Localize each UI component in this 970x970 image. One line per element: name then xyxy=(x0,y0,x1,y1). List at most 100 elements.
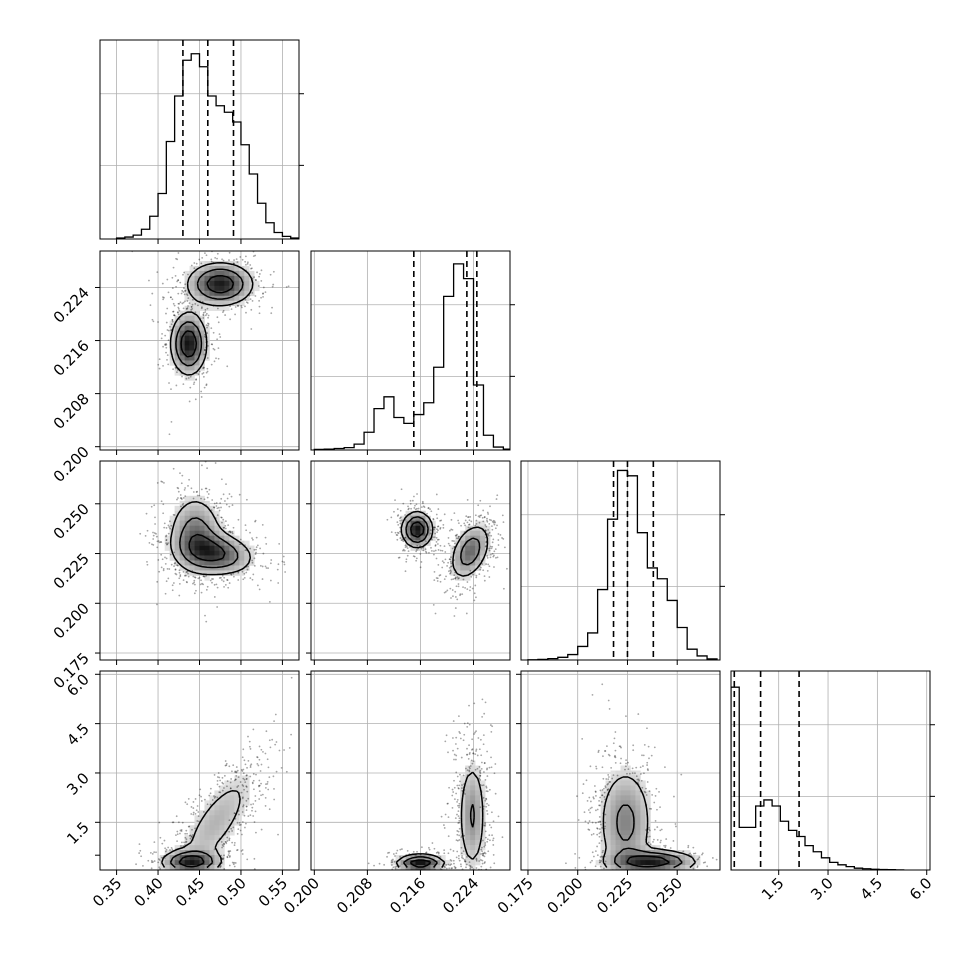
scatter-point xyxy=(431,842,434,844)
density-cell xyxy=(214,835,220,841)
density-cell xyxy=(209,515,215,521)
density-cell xyxy=(194,340,200,346)
scatter-point xyxy=(433,550,435,553)
density-cell xyxy=(234,565,240,571)
scatter-point xyxy=(486,533,489,536)
scatter-point xyxy=(191,871,193,873)
scatter-point xyxy=(262,286,265,289)
scatter-point xyxy=(165,342,167,345)
scatter-point xyxy=(253,857,256,860)
density-cell xyxy=(620,845,626,851)
density-cell xyxy=(199,330,205,336)
scatter-point xyxy=(162,876,164,878)
scatter-point xyxy=(458,784,461,787)
scatter-point xyxy=(487,528,490,531)
scatter-point xyxy=(488,878,490,880)
density-cell xyxy=(460,575,466,581)
density-cell xyxy=(635,845,641,851)
density-cell xyxy=(690,860,696,866)
density-cell xyxy=(234,260,240,267)
density-cell xyxy=(194,335,200,341)
density-cell xyxy=(194,510,200,517)
scatter-point xyxy=(177,306,180,309)
scatter-point xyxy=(161,481,164,483)
density-cell xyxy=(199,520,205,526)
scatter-point xyxy=(246,766,248,769)
scatter-point xyxy=(472,752,475,755)
scatter-point xyxy=(158,358,161,361)
scatter-point xyxy=(450,859,453,862)
scatter-point xyxy=(175,384,178,387)
scatter-point xyxy=(287,285,290,288)
density-cell xyxy=(204,815,210,821)
scatter-point xyxy=(591,821,594,824)
density-cell xyxy=(475,790,481,796)
density-cell xyxy=(470,800,476,806)
scatter-point xyxy=(247,797,250,800)
scatter-point xyxy=(165,542,168,545)
y-tick-label-p2: 0.225 xyxy=(50,550,93,593)
scatter-point xyxy=(250,267,252,270)
scatter-point xyxy=(277,582,280,584)
scatter-point xyxy=(215,583,218,586)
scatter-point xyxy=(394,499,396,502)
scatter-point xyxy=(183,881,185,883)
y-tick-label-p2: 0.250 xyxy=(50,500,93,543)
scatter-point xyxy=(176,280,179,283)
scatter-point xyxy=(159,867,161,870)
density-cell xyxy=(184,530,190,536)
scatter-point xyxy=(148,541,151,544)
density-cell xyxy=(184,335,190,341)
scatter-point xyxy=(171,872,173,874)
scatter-point xyxy=(606,789,609,791)
scatter-point xyxy=(447,542,450,545)
scatter-point xyxy=(168,325,171,328)
scatter-point xyxy=(463,858,466,861)
scatter-point xyxy=(488,766,491,769)
density-cell xyxy=(199,840,205,846)
scatter-point xyxy=(444,813,447,816)
scatter-point xyxy=(643,790,646,793)
scatter-point xyxy=(274,743,277,746)
scatter-point xyxy=(386,855,388,858)
scatter-point xyxy=(267,567,270,570)
scatter-point xyxy=(221,858,224,860)
density-cell xyxy=(194,545,200,551)
scatter-point xyxy=(167,874,169,876)
scatter-point xyxy=(596,845,599,848)
scatter-point xyxy=(237,784,240,787)
density-cell xyxy=(189,540,195,546)
scatter-point xyxy=(446,565,448,567)
scatter-point xyxy=(245,786,248,788)
density-cell xyxy=(199,305,205,311)
scatter-point xyxy=(283,749,285,751)
scatter-point xyxy=(614,731,617,733)
scatter-point xyxy=(281,560,284,563)
scatter-point xyxy=(451,529,454,531)
scatter-point xyxy=(482,796,485,799)
scatter-point xyxy=(169,874,171,876)
scatter-point xyxy=(604,825,606,828)
scatter-point xyxy=(188,825,191,828)
scatter-point xyxy=(466,753,469,756)
scatter-point xyxy=(413,495,415,498)
scatter-point xyxy=(489,724,492,726)
scatter-point xyxy=(483,762,486,765)
density-cell xyxy=(204,850,210,856)
density-cell xyxy=(184,310,190,316)
density-cell xyxy=(610,835,616,841)
scatter-point xyxy=(497,544,500,546)
density-cell xyxy=(630,820,636,826)
density-cell xyxy=(204,285,210,292)
density-cell xyxy=(219,570,225,576)
scatter-point xyxy=(488,788,491,791)
scatter-point xyxy=(173,314,176,317)
scatter-point xyxy=(601,683,604,686)
scatter-point xyxy=(178,577,181,580)
scatter-point xyxy=(227,854,230,856)
density-cell xyxy=(615,805,621,811)
scatter-point xyxy=(170,296,172,299)
scatter-point xyxy=(158,367,161,370)
scatter-point xyxy=(460,865,463,868)
scatter-point xyxy=(241,784,244,786)
